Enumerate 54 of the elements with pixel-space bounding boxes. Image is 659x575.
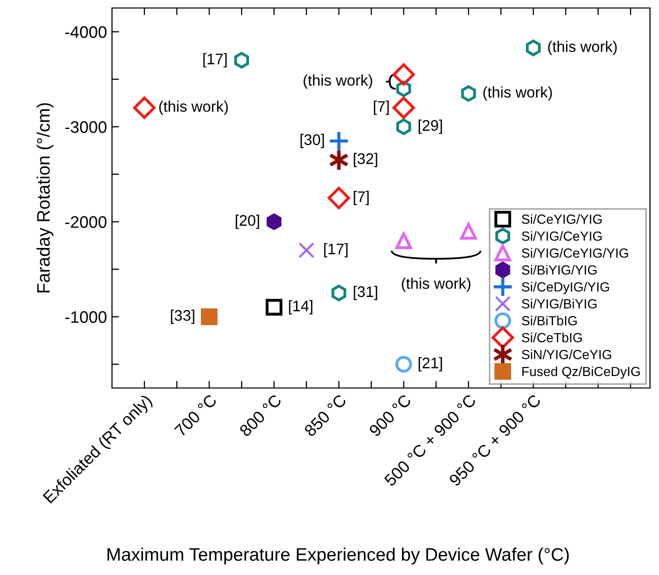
point — [298, 242, 314, 258]
annotation: (this work) — [483, 86, 552, 101]
x-axis-title: Maximum Temperature Experienced by Device Wafer (°C) — [108, 548, 569, 564]
x-tick-label: 850 °C — [304, 394, 348, 438]
point — [331, 284, 346, 302]
point — [526, 40, 541, 56]
annotation: [14] — [289, 300, 312, 314]
annotation: [31] — [354, 286, 378, 300]
point — [328, 186, 350, 210]
point — [266, 298, 282, 316]
y-tick-label: -4000 — [65, 26, 106, 38]
annotation: [20] — [236, 214, 260, 229]
legend-label: Si/YIG/BiYIG — [522, 298, 597, 308]
point — [395, 356, 412, 373]
legend-label: Si/YIG/CeYIG — [522, 231, 602, 241]
annotation: [32] — [354, 152, 378, 168]
annotation: [7] — [354, 190, 369, 206]
annotation: (this work) — [548, 40, 617, 56]
y-tick-label: -3000 — [65, 121, 106, 133]
point — [392, 63, 415, 86]
annotation: [30] — [300, 134, 324, 148]
point — [460, 222, 477, 240]
point — [266, 213, 282, 230]
y-tick-label: -1000 — [65, 311, 106, 323]
annotation: (this work) — [159, 100, 228, 115]
y-axis-title: Faraday Rotation (°/cm) — [36, 103, 54, 292]
x-tick-label: 900 °C — [368, 394, 412, 438]
point — [461, 85, 476, 102]
annotation: [17] — [203, 53, 227, 68]
annotation: [21] — [418, 357, 442, 372]
legend-label: SiN/YIG/CeYIG — [522, 350, 612, 360]
annotation: (this work) — [304, 74, 372, 89]
x-tick-label: 800 °C — [238, 394, 282, 438]
legend-label: Si/CeDyIG/YIG — [522, 282, 609, 294]
legend-label: Si/BiYIG/YIG — [522, 264, 597, 275]
legend-label: Si/YIG/CeYIG/YIG — [522, 248, 628, 258]
legend-label: Si/CeYIG/YIG — [522, 214, 602, 224]
annotation: [33] — [170, 310, 194, 324]
point — [133, 96, 156, 119]
point — [328, 130, 350, 152]
annotation: [7] — [374, 100, 389, 115]
annotation: [29] — [418, 120, 442, 134]
y-tick-label: -2000 — [65, 216, 106, 228]
legend-label: Si/BiTbIG — [522, 316, 577, 326]
legend-label: Si/CeTbIG — [522, 332, 582, 342]
x-tick-label: 700 °C — [174, 394, 218, 438]
point — [234, 52, 250, 69]
legend-label: Fused Qz/BiCeDyIG — [522, 366, 640, 379]
point — [395, 232, 412, 250]
annotation: (this work) — [402, 278, 470, 292]
annotation: [17] — [324, 243, 348, 258]
point — [392, 96, 415, 119]
point — [200, 308, 218, 326]
point — [396, 118, 412, 136]
